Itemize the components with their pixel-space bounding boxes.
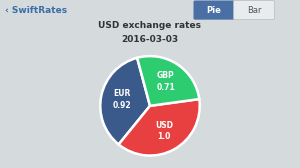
Text: Bar: Bar bbox=[247, 6, 261, 15]
Text: 2016-03-03: 2016-03-03 bbox=[122, 35, 178, 44]
Text: GBP
0.71: GBP 0.71 bbox=[157, 71, 175, 92]
FancyBboxPatch shape bbox=[233, 1, 274, 20]
Wedge shape bbox=[119, 99, 200, 156]
Text: USD
1.0: USD 1.0 bbox=[155, 121, 173, 141]
FancyBboxPatch shape bbox=[194, 1, 235, 20]
Text: USD exchange rates: USD exchange rates bbox=[98, 21, 202, 30]
Text: Pie: Pie bbox=[207, 6, 221, 15]
Text: ‹ SwiftRates: ‹ SwiftRates bbox=[5, 6, 67, 15]
Text: EUR
0.92: EUR 0.92 bbox=[112, 89, 131, 110]
Wedge shape bbox=[100, 58, 150, 144]
Wedge shape bbox=[137, 56, 199, 106]
